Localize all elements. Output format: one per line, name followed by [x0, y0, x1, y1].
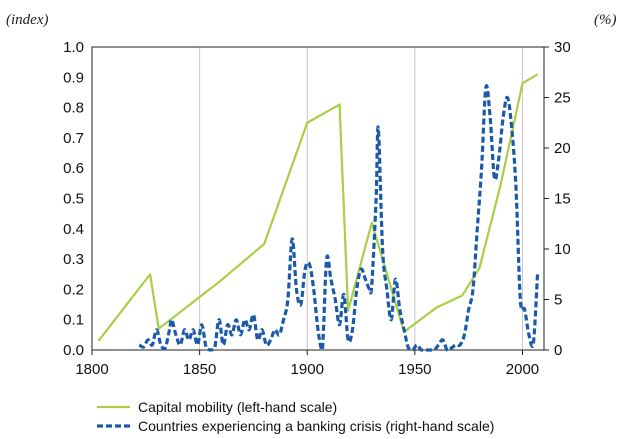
right-tick-label: 5	[554, 292, 562, 309]
series-line-capital-mobility	[97, 73, 539, 342]
left-tick-label: 0.5	[63, 191, 84, 208]
left-tick-label: 0.9	[63, 69, 84, 86]
left-tick-label: 0.8	[63, 100, 84, 117]
legend: Capital mobility (left-hand scale) Countr…	[97, 399, 494, 434]
grid-lines	[199, 47, 523, 350]
legend-label: Countries experiencing a banking crisis …	[138, 418, 494, 434]
left-tick-label: 1.0	[63, 39, 84, 56]
right-tick-label: 20	[554, 140, 571, 157]
left-tick-label: 0.0	[63, 342, 84, 359]
right-tick-label: 0	[554, 342, 562, 359]
plot-frame	[91, 46, 545, 351]
left-tick-label: 0.6	[63, 160, 84, 177]
series-line-banking-crisis	[138, 84, 540, 352]
right-axis: 0 5 10 15 20 25 30	[544, 39, 571, 359]
left-tick-label: 0.3	[63, 251, 84, 268]
x-tick-label: 1900	[291, 361, 324, 378]
series-lines	[97, 73, 540, 352]
right-tick-label: 15	[554, 191, 571, 208]
x-axis: 1800 1850 1900 1950 2000	[75, 350, 539, 378]
left-tick-label: 0.4	[63, 221, 84, 238]
x-tick-label: 1950	[398, 361, 431, 378]
x-tick-label: 1800	[75, 361, 108, 378]
left-axis: 0.0 0.1 0.2 0.3 0.4 0.5 0.6 0.7 0.8 0.9 1.0	[63, 39, 84, 359]
x-tick-label: 1850	[183, 361, 216, 378]
legend-label: Capital mobility (left-hand scale)	[138, 399, 337, 415]
right-axis-unit: (%)	[594, 12, 617, 28]
right-tick-label: 10	[554, 241, 571, 258]
left-axis-unit: (index)	[6, 12, 48, 28]
left-tick-label: 0.2	[63, 281, 84, 298]
left-tick-label: 0.7	[63, 130, 84, 147]
right-tick-label: 30	[554, 39, 571, 56]
x-tick-label: 2000	[506, 361, 539, 378]
right-tick-label: 25	[554, 90, 571, 107]
left-tick-label: 0.1	[63, 312, 84, 329]
